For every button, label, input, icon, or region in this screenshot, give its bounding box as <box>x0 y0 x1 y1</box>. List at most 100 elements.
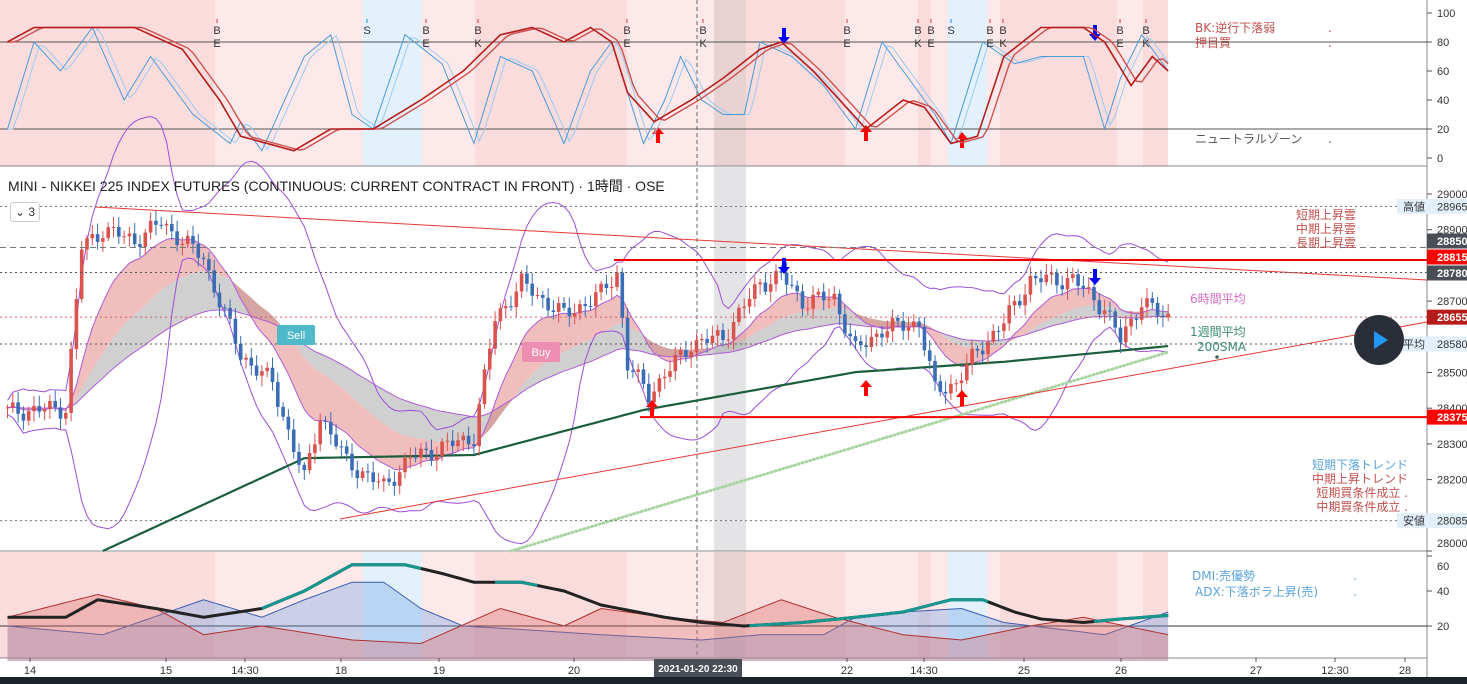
time-axis-label: 14:30 <box>910 665 938 677</box>
signal-zone <box>746 0 845 166</box>
replay-play-button[interactable] <box>1354 315 1404 365</box>
candle-body <box>355 470 360 479</box>
price-tag-value: 28580 <box>1437 339 1467 351</box>
time-axis-label: 12:30 <box>1321 665 1349 677</box>
candle-body <box>1166 313 1170 318</box>
stoch-legend: ニュートラルゾーン <box>1195 132 1302 146</box>
candle-body <box>615 272 619 288</box>
stoch-slow-signal-line <box>7 26 1169 151</box>
signal-marker-top: B <box>843 25 850 37</box>
stoch-axis-label: 80 <box>1437 37 1449 49</box>
candle-body <box>1081 285 1086 289</box>
stoch-buy-arrow-icon <box>652 127 664 143</box>
stoch-fast-line <box>7 26 1169 152</box>
price-tag <box>1427 409 1467 425</box>
candle-body <box>1086 287 1091 289</box>
buy-arrow-icon <box>646 400 658 416</box>
signal-marker-top: B <box>999 25 1006 37</box>
candle-body <box>747 298 752 307</box>
candle-body <box>477 404 481 447</box>
candle-body <box>949 383 953 394</box>
buy-arrow-icon <box>860 380 872 396</box>
candle-body <box>1124 326 1128 343</box>
candle-body <box>101 238 105 242</box>
candle-body <box>106 227 110 239</box>
collapse-indicators-button[interactable]: ⌄ 3 <box>10 202 40 222</box>
candle-body <box>556 303 561 312</box>
di-plus-line <box>7 581 1169 641</box>
candle-body <box>1018 300 1022 306</box>
signal-zone <box>1000 0 1117 166</box>
candle-body <box>525 273 529 284</box>
signal-zone <box>422 0 475 166</box>
stoch-legend: 押目買 <box>1195 36 1231 50</box>
price-tag <box>1427 233 1467 249</box>
candle-body <box>408 457 413 459</box>
signal-zone <box>0 552 215 658</box>
time-axis-label: 18 <box>335 665 347 677</box>
candle-body <box>652 391 656 403</box>
candle-body <box>519 273 524 292</box>
candle-body <box>16 402 20 414</box>
candle-body <box>254 365 259 376</box>
signal-zone <box>475 0 627 166</box>
signal-marker-bottom: K <box>1142 38 1150 50</box>
indicator-count: 3 <box>28 205 36 219</box>
candle-body <box>912 321 916 328</box>
bollinger-upper <box>7 116 1169 431</box>
candle-body <box>546 297 550 311</box>
candle-body <box>424 448 428 450</box>
candle-body <box>599 283 603 293</box>
candle-body <box>684 349 688 358</box>
candle-body <box>472 444 476 447</box>
dmi-legend-dot: . <box>1353 585 1357 599</box>
candle-body <box>959 380 964 384</box>
candle-body <box>1108 310 1112 312</box>
candle-body <box>260 371 264 376</box>
price-tag-label: 安値 <box>1403 514 1425 528</box>
candle-body <box>164 223 169 226</box>
price-axis-label: 28700 <box>1437 296 1467 308</box>
candle-body <box>657 378 662 392</box>
time-axis-label: 19 <box>433 665 445 677</box>
legend-dot <box>1215 355 1219 359</box>
candle-body <box>541 294 545 298</box>
signal-zone <box>714 552 746 658</box>
candle-body <box>212 270 216 293</box>
candle-body <box>419 448 423 458</box>
candle-body <box>874 333 879 337</box>
candle-body <box>551 310 556 312</box>
candle-body <box>636 369 640 372</box>
di-minus-line-fill <box>7 594 1169 661</box>
candle-body <box>90 234 95 239</box>
candle-body <box>64 412 68 419</box>
price-tag <box>1397 198 1467 214</box>
signal-marker-top: B <box>914 25 921 37</box>
candle-body <box>127 233 132 237</box>
signal-marker-top: B <box>213 25 220 37</box>
candle-body <box>742 306 746 308</box>
sell-arrow-icon <box>1089 269 1101 285</box>
candle-body <box>673 355 678 372</box>
crosshair-time-box <box>654 659 742 677</box>
signal-marker-top: B <box>1116 25 1123 37</box>
candle-body <box>938 381 943 392</box>
bollinger-lower <box>7 257 1169 545</box>
stoch-legend-dot: . <box>1328 36 1332 50</box>
candle-body <box>594 292 598 307</box>
candle-body <box>832 293 837 300</box>
candle-body <box>85 238 89 250</box>
candle-body <box>334 434 338 447</box>
candle-body <box>535 294 540 296</box>
candle-body <box>530 283 534 296</box>
candle-body <box>1118 327 1123 343</box>
candle-body <box>1076 274 1080 286</box>
signal-zone <box>1143 552 1168 658</box>
trend-legend: 短期買条件成立 . <box>1316 485 1408 500</box>
candle-body <box>435 455 439 461</box>
candle-body <box>578 304 582 314</box>
candle-body <box>721 330 725 341</box>
candle-body <box>943 391 948 394</box>
candle-body <box>726 339 731 341</box>
